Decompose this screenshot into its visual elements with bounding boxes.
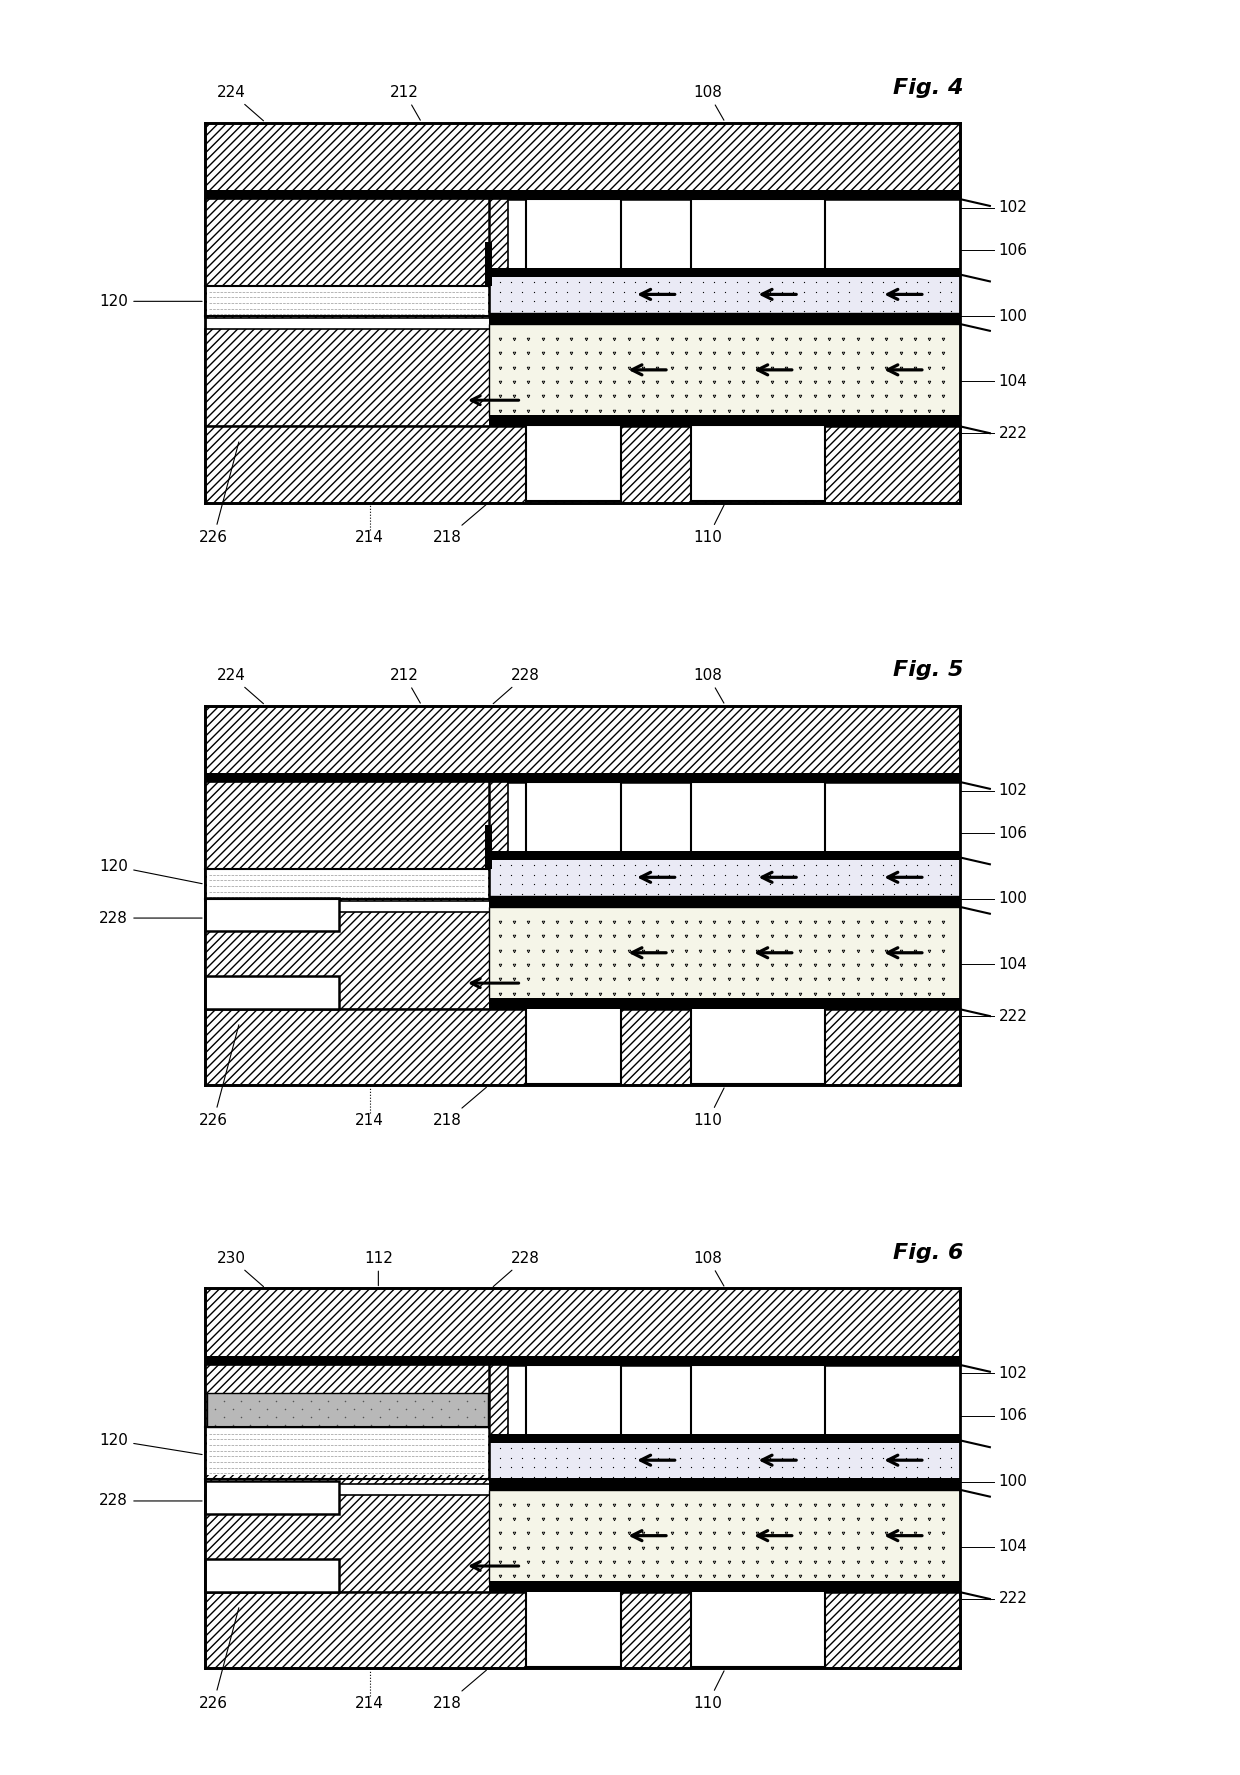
Text: 214: 214	[355, 529, 384, 545]
Bar	[485, 825, 492, 868]
Text: 218: 218	[433, 1088, 486, 1127]
Text: 104: 104	[998, 957, 1028, 971]
Text: 104: 104	[998, 1539, 1028, 1555]
Bar	[205, 1592, 960, 1668]
Bar	[205, 912, 491, 1010]
Text: 108: 108	[693, 85, 724, 121]
Text: 226: 226	[200, 1024, 239, 1127]
Bar	[205, 1356, 960, 1365]
Text: 106: 106	[998, 825, 1028, 841]
Bar	[691, 1590, 825, 1667]
Bar	[485, 243, 492, 286]
Bar	[526, 1365, 621, 1443]
Bar	[205, 190, 960, 199]
Bar	[691, 781, 825, 859]
Bar	[489, 857, 960, 896]
Text: 102: 102	[998, 1367, 1028, 1381]
Text: 212: 212	[389, 85, 420, 121]
Text: 120: 120	[99, 295, 202, 309]
Text: 212: 212	[389, 667, 420, 703]
Bar	[526, 781, 621, 859]
Bar	[489, 998, 960, 1010]
Bar	[691, 424, 825, 501]
Bar	[691, 1365, 825, 1443]
Bar	[489, 268, 960, 277]
Bar	[205, 199, 508, 318]
Text: 222: 222	[998, 1008, 1028, 1024]
Bar	[205, 781, 508, 900]
Text: 110: 110	[693, 506, 724, 545]
Text: 108: 108	[693, 667, 724, 703]
Text: 110: 110	[693, 1670, 724, 1711]
Text: 222: 222	[998, 1592, 1028, 1606]
Text: 226: 226	[200, 442, 239, 545]
Bar	[205, 328, 491, 426]
Text: 230: 230	[217, 1251, 263, 1287]
Bar	[205, 1480, 340, 1514]
Bar	[207, 286, 487, 316]
Bar	[489, 1434, 960, 1443]
Text: 100: 100	[998, 1475, 1028, 1489]
Bar	[489, 852, 960, 859]
Text: 214: 214	[355, 1113, 384, 1127]
Text: Fig. 6: Fig. 6	[893, 1242, 963, 1264]
Text: Fig. 5: Fig. 5	[893, 660, 963, 680]
Text: 102: 102	[998, 201, 1028, 215]
Text: 108: 108	[693, 1251, 724, 1287]
Text: 228: 228	[494, 667, 541, 703]
Bar	[205, 1289, 960, 1365]
Bar	[489, 323, 960, 415]
Bar	[489, 907, 960, 999]
Text: 106: 106	[998, 1408, 1028, 1424]
Text: 218: 218	[433, 504, 486, 545]
Text: 228: 228	[99, 1493, 202, 1509]
Text: 228: 228	[494, 1251, 541, 1287]
Bar	[691, 1008, 825, 1085]
Bar	[489, 1489, 960, 1582]
Bar	[205, 122, 960, 199]
Bar	[489, 1582, 960, 1592]
Bar	[526, 1008, 621, 1085]
Bar	[489, 275, 960, 314]
Bar	[489, 415, 960, 426]
Text: 120: 120	[99, 1432, 202, 1454]
Bar	[205, 1010, 960, 1086]
Bar	[207, 868, 487, 898]
Bar	[489, 896, 960, 907]
Bar	[526, 424, 621, 501]
Text: 110: 110	[693, 1088, 724, 1127]
Bar	[489, 1440, 960, 1479]
Bar	[691, 199, 825, 277]
Text: 224: 224	[217, 85, 263, 121]
Bar	[205, 774, 960, 781]
Text: 226: 226	[200, 1608, 239, 1711]
Bar	[205, 898, 340, 932]
Bar	[205, 426, 960, 502]
Bar	[526, 1590, 621, 1667]
Text: 218: 218	[433, 1670, 486, 1711]
Bar	[526, 199, 621, 277]
Text: 100: 100	[998, 309, 1028, 323]
Text: 112: 112	[363, 1251, 393, 1285]
Bar	[205, 1495, 491, 1592]
Text: 102: 102	[998, 783, 1028, 799]
Bar	[489, 1479, 960, 1489]
Text: 104: 104	[998, 373, 1028, 389]
Text: 214: 214	[355, 1695, 384, 1711]
Text: 120: 120	[99, 859, 202, 884]
Text: 106: 106	[998, 243, 1028, 257]
Text: Fig. 4: Fig. 4	[893, 78, 963, 98]
Text: 222: 222	[998, 426, 1028, 440]
Text: 100: 100	[998, 891, 1028, 907]
Bar	[205, 1365, 508, 1484]
Bar	[205, 1558, 340, 1592]
Bar	[205, 976, 340, 1010]
Text: 228: 228	[99, 911, 202, 925]
Text: 224: 224	[217, 667, 263, 703]
Bar	[207, 1393, 487, 1427]
Bar	[489, 312, 960, 323]
Bar	[207, 1427, 487, 1475]
Bar	[205, 705, 960, 781]
